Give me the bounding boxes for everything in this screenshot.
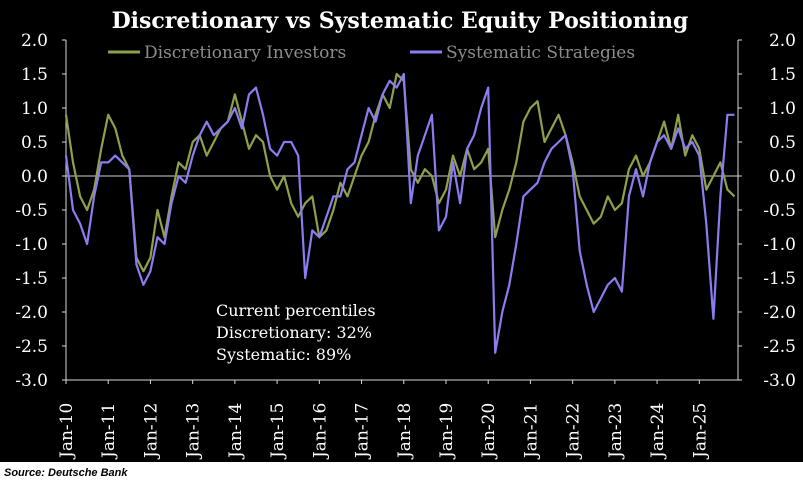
y-tick-label-right: 0.5: [769, 133, 796, 153]
legend-label-systematic: Systematic Strategies: [446, 43, 635, 63]
y-tick-label-left: 1.5: [21, 65, 48, 85]
x-tick-label: Jan-22: [564, 403, 584, 460]
y-tick-label-left: -1.5: [15, 269, 48, 289]
y-tick-label-right: -1.0: [763, 235, 796, 255]
y-tick-label-left: -3.0: [15, 371, 48, 391]
legend-label-discretionary: Discretionary Investors: [144, 43, 346, 63]
line-chart: Discretionary vs Systematic Equity Posit…: [15, 8, 796, 460]
x-tick-label: Jan-10: [57, 403, 77, 460]
y-tick-label-right: -1.5: [763, 269, 796, 289]
x-tick-label: Jan-20: [479, 403, 499, 460]
x-tick-label: Jan-17: [353, 403, 373, 460]
x-tick-label: Jan-11: [99, 403, 119, 460]
x-tick-label: Jan-18: [395, 403, 415, 460]
x-tick-label: Jan-14: [226, 403, 246, 460]
y-tick-label-left: 0.5: [21, 133, 48, 153]
y-tick-label-left: 0.0: [21, 167, 48, 187]
y-tick-label-right: -3.0: [763, 371, 796, 391]
y-tick-label-left: 2.0: [21, 31, 48, 51]
x-tick-label: Jan-21: [521, 403, 541, 460]
annotation-discretionary: Discretionary: 32%: [216, 323, 372, 342]
y-tick-label-left: -2.0: [15, 303, 48, 323]
x-tick-label: Jan-19: [437, 403, 457, 460]
y-tick-label-left: -0.5: [15, 201, 48, 221]
annotation-box: Current percentiles Discretionary: 32% S…: [216, 301, 376, 364]
y-tick-label-right: 1.5: [769, 65, 796, 85]
axes: 2.0 2.0 1.5 1.5 1.0 1.0 0.5 0.5 0.0 0.0 -0.5 -0.5 -1…: [15, 31, 796, 460]
y-tick-label-left: -2.5: [15, 337, 48, 357]
y-tick-label-left: -1.0: [15, 235, 48, 255]
y-tick-label-left: 1.0: [21, 99, 48, 119]
x-tick-label: Jan-13: [184, 403, 204, 460]
y-tick-label-right: 2.0: [769, 31, 796, 51]
y-tick-label-right: -0.5: [763, 201, 796, 221]
y-tick-label-right: -2.0: [763, 303, 796, 323]
series-layer: [64, 72, 736, 354]
y-tick-label-right: 0.0: [769, 167, 796, 187]
y-tick-label-right: 1.0: [769, 99, 796, 119]
source-note: Source: Deutsche Bank: [4, 467, 128, 479]
chart-title: Discretionary vs Systematic Equity Posit…: [112, 8, 689, 34]
x-tick-label: Jan-12: [141, 403, 161, 460]
legend: Discretionary Investors Systematic Strat…: [108, 43, 635, 63]
x-tick-label: Jan-23: [606, 403, 626, 460]
y-tick-label-right: -2.5: [763, 337, 796, 357]
annotation-title: Current percentiles: [216, 301, 376, 320]
annotation-systematic: Systematic: 89%: [216, 345, 351, 364]
x-tick-label: Jan-24: [648, 403, 668, 460]
x-tick-label: Jan-16: [310, 403, 330, 460]
x-tick-label: Jan-25: [690, 403, 710, 460]
series-line-systematic: [64, 72, 735, 354]
series-line-discretionary: [64, 72, 736, 273]
x-tick-label: Jan-15: [268, 403, 288, 460]
